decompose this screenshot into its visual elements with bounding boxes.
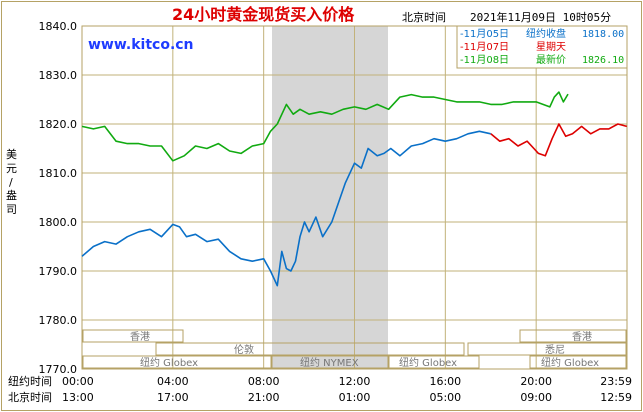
x-tick-labels: 00:00 04:00 08:00 12:00 16:00 20:00 23:59 13:00… bbox=[62, 375, 632, 404]
y-tick-labels: 1770.0 1780.0 1790.0 1800.0 1810.0 1820.0 1830… bbox=[39, 20, 78, 376]
time-zone-label: 北京时间 bbox=[402, 10, 446, 24]
price-line-11月07日 bbox=[490, 123, 628, 157]
y-tick-label: 1810.0 bbox=[39, 167, 78, 180]
legend-date-1105: -11月05日 bbox=[460, 28, 509, 40]
session-globex-1 bbox=[82, 355, 272, 369]
price-line-11月08日 bbox=[81, 91, 569, 162]
y-unit-char: 盎 bbox=[6, 188, 17, 202]
y-tick-label: 1820.0 bbox=[39, 118, 78, 131]
legend-date-1108: -11月08日 bbox=[460, 54, 509, 66]
y-unit-char: / bbox=[9, 176, 13, 189]
legend-label-1108: 最新价 bbox=[536, 53, 566, 66]
x-axis-rows: 纽约时间 北京时间 00:00 04:00 08:00 12:00 16:00 20:00… bbox=[8, 374, 632, 404]
session-label-hongkong-right: 香港 bbox=[572, 331, 592, 343]
plot-border bbox=[81, 25, 628, 370]
legend-value-1105: 1818.00 bbox=[582, 29, 624, 40]
y-tick-label: 1830.0 bbox=[39, 69, 78, 82]
session-label-globex-1: 纽约 Globex bbox=[140, 356, 198, 369]
legend-label-1105: 纽约收盘 bbox=[526, 27, 566, 40]
market-sessions: 香港 香港 伦敦 悉尼 纽约 Globex 纽约 NYMEX 纽约 Globex… bbox=[82, 329, 627, 369]
brand-url: www.kitco.cn bbox=[88, 37, 194, 53]
y-tick-label: 1780.0 bbox=[39, 314, 78, 327]
x-tick-label: 09:00 bbox=[520, 391, 552, 404]
legend-box bbox=[456, 25, 628, 69]
x-tick-label: 01:00 bbox=[339, 391, 371, 404]
price-line-11月05日 bbox=[81, 130, 491, 287]
x-tick-label: 12:00 bbox=[339, 375, 371, 388]
session-label-london: 伦敦 bbox=[234, 343, 254, 356]
chart-title: 24小时黄金现货买入价格 bbox=[172, 5, 355, 24]
session-sydney bbox=[467, 342, 627, 356]
session-label-globex-3: 纽约 Globex bbox=[541, 356, 599, 369]
session-label-sydney: 悉尼 bbox=[545, 344, 565, 356]
y-unit-char: 司 bbox=[6, 203, 17, 216]
legend-value-1108: 1826.10 bbox=[582, 55, 624, 66]
nymex-session-highlight bbox=[272, 26, 388, 369]
session-label-globex-2: 纽约 Globex bbox=[399, 356, 457, 369]
x-tick-label: 12:59 bbox=[600, 391, 632, 404]
x-tick-label: 17:00 bbox=[157, 391, 189, 404]
y-tick-label: 1790.0 bbox=[39, 265, 78, 278]
session-hongkong-right bbox=[519, 329, 627, 343]
session-globex-3 bbox=[529, 355, 627, 369]
x-tick-label: 20:00 bbox=[520, 375, 552, 388]
y-tick-label: 1770.0 bbox=[39, 363, 78, 376]
x-tick-label: 21:00 bbox=[248, 391, 280, 404]
y-axis-unit: 美 元 / 盎 司 bbox=[6, 148, 17, 216]
x-tick-label: 08:00 bbox=[248, 375, 280, 388]
x-tick-label: 13:00 bbox=[62, 391, 94, 404]
y-tick-label: 1840.0 bbox=[39, 20, 78, 33]
plot-area bbox=[81, 25, 628, 370]
x-tick-label: 05:00 bbox=[429, 391, 461, 404]
x-tick-label: 00:00 bbox=[62, 375, 94, 388]
session-globex-2 bbox=[388, 355, 480, 369]
y-unit-char: 美 bbox=[6, 148, 17, 161]
timestamp: 2021年11月09日 10时05分 bbox=[470, 10, 611, 24]
x-tick-label: 16:00 bbox=[429, 375, 461, 388]
x-row-label-newyork: 纽约时间 bbox=[8, 374, 52, 388]
session-london bbox=[155, 342, 465, 356]
y-tick-label: 1800.0 bbox=[39, 216, 78, 229]
x-tick-label: 23:59 bbox=[600, 375, 632, 388]
legend-date-1107: -11月07日 bbox=[460, 41, 509, 53]
legend: -11月05日 纽约收盘 1818.00 -11月07日 星期天 -11月08日… bbox=[456, 25, 628, 69]
legend-label-1107: 星期天 bbox=[536, 41, 566, 53]
x-tick-label: 04:00 bbox=[157, 375, 189, 388]
price-lines bbox=[81, 91, 628, 287]
y-unit-char: 元 bbox=[6, 162, 17, 175]
grid-lines bbox=[82, 25, 627, 370]
session-label-nymex: 纽约 NYMEX bbox=[300, 356, 359, 369]
x-row-label-beijing: 北京时间 bbox=[8, 390, 52, 404]
session-hongkong-left bbox=[82, 329, 184, 343]
session-label-hongkong-left: 香港 bbox=[130, 331, 150, 343]
session-nymex bbox=[271, 355, 389, 369]
